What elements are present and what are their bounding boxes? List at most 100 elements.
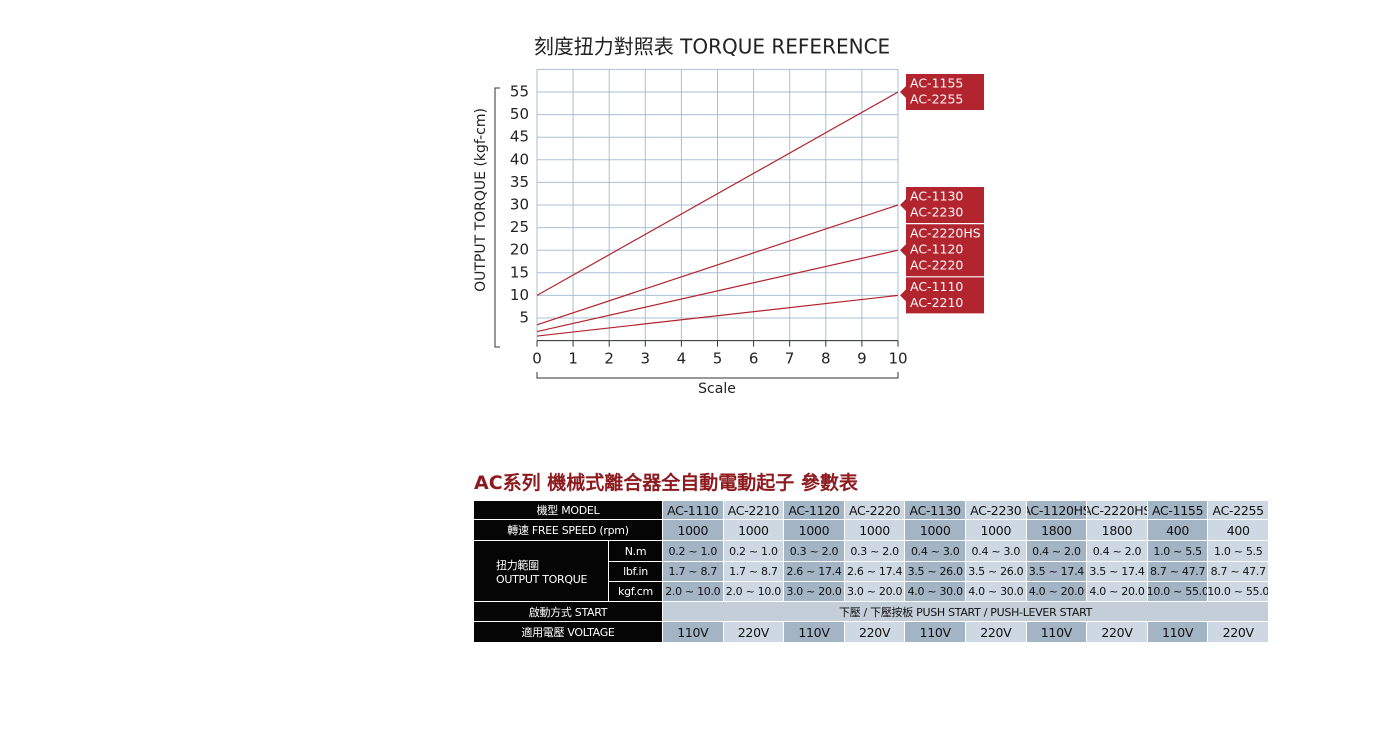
x-tick-label: 7	[785, 350, 795, 368]
unit-cell: N.m	[609, 541, 663, 562]
y-tick-label: 55	[510, 83, 529, 101]
row-header: 機型 MODEL	[474, 501, 663, 520]
torque-cell: 3.5 ~ 26.0	[966, 562, 1027, 582]
speed-cell: 1000	[663, 520, 724, 541]
x-tick-label: 6	[749, 350, 759, 368]
torque-cell: 4.0 ~ 30.0	[905, 582, 966, 602]
model-cell: AC-1155	[1147, 501, 1209, 520]
torque-cell: 0.2 ~ 1.0	[723, 541, 785, 562]
model-cell: AC-2255	[1208, 501, 1269, 520]
speed-cell: 1000	[723, 520, 785, 541]
voltage-cell: 110V	[663, 622, 724, 643]
torque-cell: 0.3 ~ 2.0	[844, 541, 906, 562]
torque-cell: 0.2 ~ 1.0	[663, 541, 724, 562]
x-tick-label: 5	[713, 350, 723, 368]
x-tick-label: 10	[888, 350, 907, 368]
voltage-cell: 220V	[1208, 622, 1269, 643]
series-label: AC-1110	[910, 279, 963, 294]
label-box	[900, 277, 984, 314]
torque-cell: 4.0 ~ 20.0	[1026, 582, 1088, 602]
series-line	[536, 91, 899, 296]
start-cell: 下壓 / 下壓按板 PUSH START / PUSH-LEVER START	[663, 602, 1269, 622]
voltage-cell: 220V	[966, 622, 1027, 643]
voltage-cell: 110V	[905, 622, 966, 643]
label-box	[900, 74, 984, 110]
y-tick-label: 25	[510, 218, 529, 236]
torque-cell: 2.6 ~ 17.4	[784, 562, 845, 582]
y-tick-label: 30	[510, 196, 529, 214]
torque-cell: 8.7 ~ 47.7	[1147, 562, 1209, 582]
y-tick-label: 45	[510, 128, 529, 146]
voltage-cell: 110V	[1147, 622, 1209, 643]
model-cell: AC-2220	[844, 501, 906, 520]
torque-cell: 0.4 ~ 2.0	[1087, 541, 1148, 562]
speed-cell: 1800	[1026, 520, 1088, 541]
y-bracket	[494, 87, 500, 348]
series-label: AC-1120	[910, 242, 963, 257]
torque-cell: 0.4 ~ 3.0	[966, 541, 1027, 562]
model-cell: AC-1110	[663, 501, 724, 520]
series-label: AC-1155	[910, 76, 963, 91]
voltage-cell: 110V	[1026, 622, 1088, 643]
model-cell: AC-2230	[966, 501, 1027, 520]
x-tick-label: 8	[821, 350, 831, 368]
x-tick-label: 1	[568, 350, 578, 368]
torque-cell: 1.7 ~ 8.7	[723, 562, 785, 582]
unit-cell: lbf.in	[609, 562, 663, 582]
y-tick-label: 50	[510, 105, 529, 123]
table-title: AC系列 機械式離合器全自動電動起子 參數表	[474, 472, 858, 494]
series-line	[536, 294, 899, 337]
torque-cell: 0.4 ~ 2.0	[1026, 541, 1088, 562]
model-cell: AC-2220HS	[1087, 501, 1148, 520]
series-line	[536, 249, 899, 333]
torque-cell: 3.5 ~ 26.0	[905, 562, 966, 582]
torque-cell: 0.4 ~ 3.0	[905, 541, 966, 562]
voltage-cell: 110V	[784, 622, 845, 643]
y-tick-label: 20	[510, 241, 529, 259]
x-tick-label: 2	[604, 350, 614, 368]
label-box	[900, 224, 984, 277]
speed-cell: 1000	[844, 520, 906, 541]
row-header: 扭力範圍 OUTPUT TORQUE	[474, 541, 609, 602]
series-label: AC-2220	[910, 258, 963, 273]
series-label: AC-2230	[910, 205, 963, 220]
torque-cell: 1.0 ~ 5.5	[1147, 541, 1209, 562]
model-cell: AC-1120HS	[1026, 501, 1088, 520]
speed-cell: 1000	[966, 520, 1027, 541]
x-tick-label: 9	[857, 350, 867, 368]
label-box	[900, 187, 984, 223]
torque-cell: 2.6 ~ 17.4	[844, 562, 906, 582]
series-label: AC-2255	[910, 92, 963, 107]
torque-cell: 3.5 ~ 17.4	[1087, 562, 1148, 582]
label-line: OUTPUT TORQUE	[496, 572, 588, 586]
x-axis-label: Scale	[698, 381, 736, 397]
torque-cell: 1.0 ~ 5.5	[1208, 541, 1269, 562]
row-header: 轉速 FREE SPEED (rpm)	[474, 520, 663, 541]
speed-cell: 1000	[784, 520, 845, 541]
voltage-cell: 220V	[844, 622, 906, 643]
x-bracket	[536, 372, 899, 379]
y-tick-label: 15	[510, 263, 529, 281]
torque-cell: 2.0 ~ 10.0	[663, 582, 724, 602]
y-tick-label: 10	[510, 286, 529, 304]
chart: 刻度扭力對照表 TORQUE REFERENCE OUTPUT TORQUE (…	[473, 35, 984, 397]
torque-cell: 3.0 ~ 20.0	[844, 582, 906, 602]
torque-cell: 10.0 ~ 55.0	[1208, 582, 1269, 602]
torque-cell: 2.0 ~ 10.0	[723, 582, 785, 602]
label-line: 扭力範圍	[496, 558, 539, 572]
voltage-cell: 220V	[1087, 622, 1148, 643]
row-header: 啟動方式 START	[474, 602, 663, 622]
torque-cell: 3.5 ~ 17.4	[1026, 562, 1088, 582]
series-label: AC-2220HS	[910, 226, 981, 241]
x-tick-label: 4	[677, 350, 687, 368]
torque-cell: 0.3 ~ 2.0	[784, 541, 845, 562]
speed-cell: 1000	[905, 520, 966, 541]
speed-cell: 400	[1147, 520, 1209, 541]
torque-cell: 4.0 ~ 30.0	[966, 582, 1027, 602]
series-line	[536, 204, 899, 326]
torque-cell: 10.0 ~ 55.0	[1147, 582, 1209, 602]
y-tick-label: 35	[510, 173, 529, 191]
torque-cell: 8.7 ~ 47.7	[1208, 562, 1269, 582]
voltage-cell: 220V	[723, 622, 785, 643]
